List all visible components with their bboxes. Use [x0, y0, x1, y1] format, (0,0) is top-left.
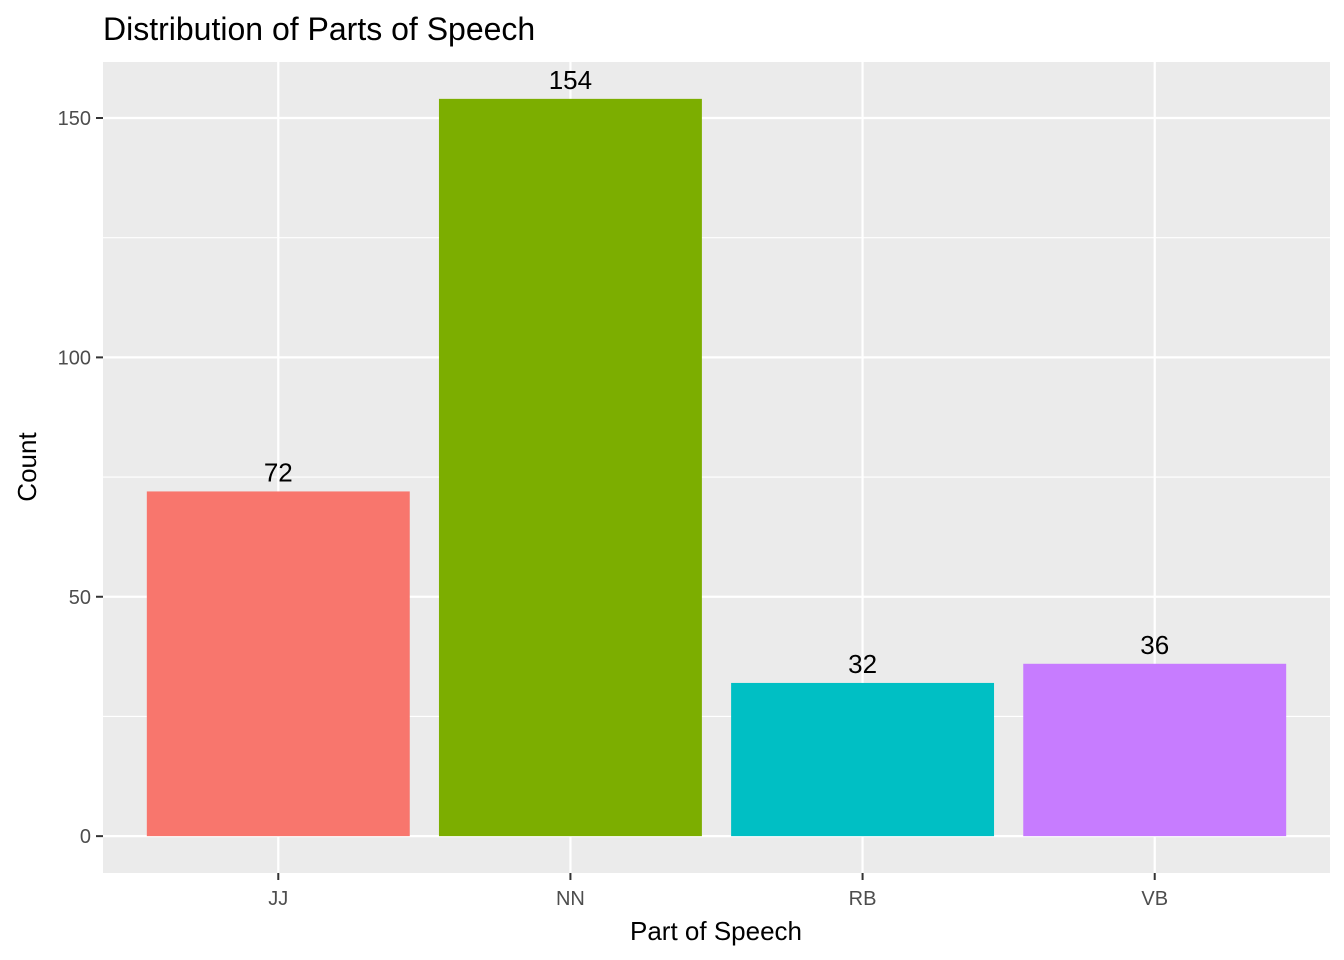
x-tick-label: JJ [268, 888, 288, 910]
bar-rb [731, 682, 995, 837]
x-tick-label: VB [1141, 888, 1168, 910]
data-label-vb: 36 [1140, 630, 1169, 660]
bar-nn [438, 98, 702, 837]
bar-jj [146, 491, 410, 837]
y-axis-title: Count [12, 432, 42, 502]
data-label-jj: 72 [264, 457, 293, 487]
data-label-rb: 32 [848, 649, 877, 679]
y-tick-label: 0 [80, 826, 91, 848]
x-tick-label: RB [849, 888, 877, 910]
x-axis-title: Part of Speech [630, 916, 802, 946]
y-tick-label: 100 [58, 347, 91, 369]
bars [146, 98, 1287, 837]
bar-vb [1023, 663, 1287, 837]
x-tick-label: NN [556, 888, 585, 910]
y-tick-label: 150 [58, 108, 91, 130]
chart-title: Distribution of Parts of Speech [103, 11, 535, 47]
y-axis: 0 50 100 150 [58, 108, 103, 848]
data-label-nn: 154 [549, 65, 592, 95]
data-labels: 72 154 32 36 [264, 65, 1169, 679]
x-axis: JJ NN RB VB [268, 873, 1168, 910]
y-tick-label: 50 [69, 587, 91, 609]
